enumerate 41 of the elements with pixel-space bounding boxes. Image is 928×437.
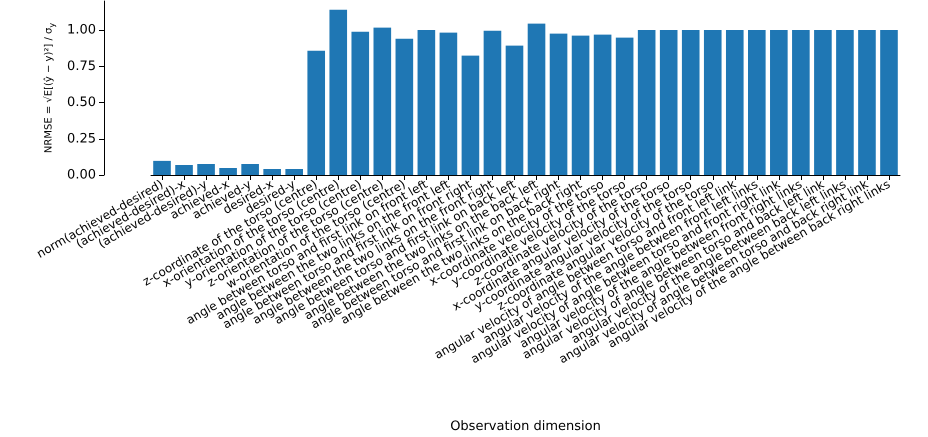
bar (241, 164, 259, 175)
bar (285, 169, 304, 175)
bar (263, 169, 281, 175)
y-tick-label: 0.00 (67, 168, 96, 182)
bar (462, 56, 480, 175)
bar (153, 160, 171, 175)
bar (351, 32, 370, 175)
bar (616, 38, 634, 175)
bar (373, 28, 392, 175)
bar (594, 34, 612, 175)
bar (836, 30, 854, 175)
y-tick-label: 1.00 (67, 22, 96, 38)
y-tick-label: 0.50 (67, 95, 96, 110)
bar (396, 38, 414, 175)
bar (506, 46, 524, 175)
y-axis-title: NRMSE = √E[(ŷ − y)²] / σy (42, 22, 57, 154)
bar (638, 30, 656, 175)
bar (484, 30, 502, 175)
bar (329, 10, 348, 175)
y-tick-label: 0.75 (67, 58, 96, 74)
bar (814, 30, 832, 175)
bar (219, 168, 237, 175)
x-axis-title: Observation dimension (450, 419, 601, 434)
bar (440, 32, 458, 175)
bar (418, 30, 436, 175)
bar (528, 24, 546, 175)
bar (880, 30, 898, 175)
bar (858, 30, 876, 175)
bar (726, 30, 744, 175)
bar (748, 30, 766, 175)
bar (682, 30, 700, 175)
bar (792, 30, 810, 175)
y-tick-label: 0.25 (67, 131, 96, 146)
bar (307, 50, 326, 175)
bar (175, 164, 193, 175)
bar (660, 30, 678, 175)
bar (572, 36, 590, 175)
bar (550, 34, 568, 175)
bar (704, 30, 722, 175)
bar (197, 164, 215, 175)
bar (770, 30, 788, 175)
